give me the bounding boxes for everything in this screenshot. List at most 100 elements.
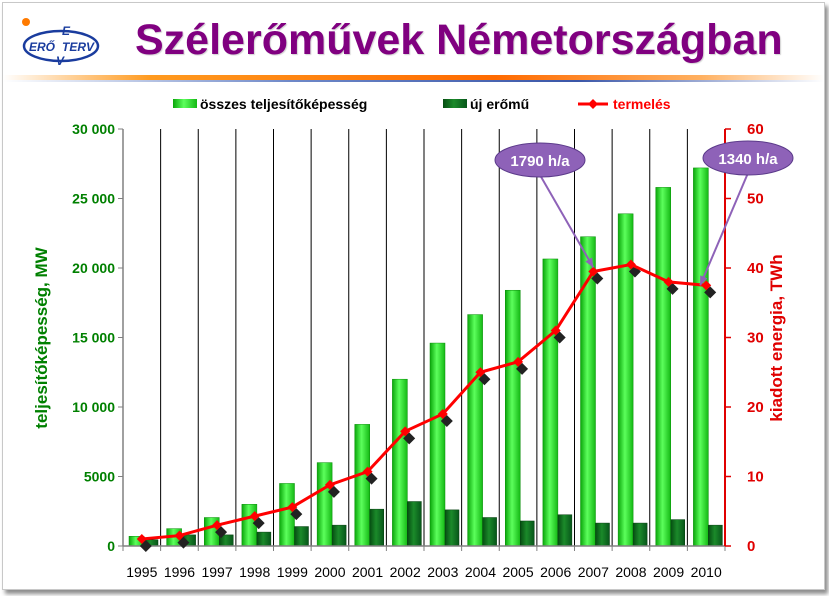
bar-capacity-2010 — [693, 167, 709, 547]
left-tick-label: 20 000 — [72, 260, 115, 276]
x-tick-label: 1996 — [164, 564, 195, 580]
left-tick-label: 15 000 — [72, 330, 115, 346]
callout-text-2007: 1790 h/a — [510, 153, 570, 170]
bar-capacity-2004 — [467, 314, 483, 547]
x-tick-label: 1995 — [126, 564, 157, 580]
bar-new-1998 — [256, 531, 272, 547]
left-tick-label: 10 000 — [72, 399, 115, 415]
left-tick-label: 0 — [107, 538, 115, 554]
bar-new-2001 — [369, 508, 384, 547]
x-tick-label: 1997 — [201, 564, 232, 580]
chart-axes — [118, 128, 731, 551]
callout-arrowhead — [585, 257, 594, 268]
bar-new-2002 — [407, 501, 422, 547]
production-marker-2009 — [663, 276, 674, 287]
svg-text:ERŐ: ERŐ — [29, 39, 56, 54]
bar-new-2010 — [708, 524, 723, 547]
bar-new-2004 — [482, 517, 497, 547]
bar-capacity-2003 — [429, 342, 446, 547]
production-marker-2004 — [475, 367, 486, 378]
title-underline-stripe-blue — [3, 80, 824, 82]
x-tick-label: 1999 — [277, 564, 308, 580]
bar-capacity-2001 — [354, 424, 370, 547]
bar-capacity-2002 — [392, 378, 408, 547]
wind-power-chart: összes teljesítőképesség új erőmű termelés… — [32, 96, 794, 580]
production-marker-1996 — [174, 530, 185, 541]
production-marker-2000 — [324, 479, 335, 490]
x-tick-label: 2005 — [502, 564, 533, 580]
title-underline-stripe — [3, 75, 824, 80]
x-tick-label: 2008 — [615, 564, 646, 580]
legend-label: új erőmű — [470, 96, 529, 112]
production-marker-2005 — [513, 356, 524, 367]
x-tick-label: 1998 — [239, 564, 270, 580]
chart-callouts: 1790 h/a 1340 h/a — [494, 140, 794, 286]
bar-new-2009 — [670, 519, 685, 547]
production-marker-2002 — [400, 426, 411, 437]
bar-capacity-2009 — [655, 187, 671, 547]
production-series-line — [141, 262, 707, 541]
legend-marker — [588, 99, 598, 109]
x-tick-label: 2003 — [427, 564, 458, 580]
right-tick-label: 10 — [747, 469, 764, 486]
right-tick-label: 0 — [747, 538, 755, 555]
bar-new-2008 — [632, 522, 648, 547]
left-tick-label: 5000 — [84, 469, 115, 485]
x-tick-label: 2004 — [465, 564, 496, 580]
right-tick-label: 30 — [747, 330, 764, 347]
right-tick-label: 40 — [747, 260, 764, 277]
bar-new-2005 — [520, 520, 535, 547]
production-marker-1998 — [249, 511, 260, 522]
production-marker-1999 — [287, 502, 298, 513]
production-marker-2001 — [362, 466, 373, 477]
slide: E ERŐ TERV V Szélerőművek Németországban… — [2, 2, 825, 590]
chart-tick-labels: 0 5000 10 000 15 000 20 000 25 000 30 000 0 10 20… — [32, 121, 786, 580]
callout-arrowhead — [700, 275, 708, 286]
callout-text-2010: 1340 h/a — [718, 151, 778, 168]
right-tick-label: 50 — [747, 191, 764, 208]
bar-capacity-2000 — [316, 462, 333, 547]
production-marker-1997 — [212, 520, 223, 531]
right-tick-label: 20 — [747, 399, 764, 416]
legend-label: összes teljesítőképesség — [200, 96, 367, 112]
x-tick-label: 2002 — [390, 564, 421, 580]
chart-legend: összes teljesítőképesség új erőmű termelés — [173, 96, 671, 112]
production-marker-2006 — [550, 325, 561, 336]
left-tick-label: 30 000 — [72, 121, 115, 137]
bar-new-2006 — [557, 514, 573, 547]
svg-text:E: E — [62, 24, 71, 38]
callout-bubble-2007 — [494, 142, 586, 178]
legend-label: termelés — [613, 96, 671, 112]
x-tick-label: 2006 — [540, 564, 571, 580]
production-marker-2003 — [437, 408, 448, 419]
chart-bars — [128, 167, 723, 547]
production-marker-2010 — [701, 280, 712, 291]
slide-title: Szélerőművek Németországban — [135, 16, 783, 64]
production-line — [136, 259, 717, 553]
production-marker-1995 — [136, 534, 147, 545]
bar-new-2003 — [444, 509, 460, 547]
bar-new-2000 — [331, 524, 347, 547]
svg-text:V: V — [56, 54, 65, 68]
x-tick-label: 2000 — [314, 564, 345, 580]
x-tick-label: 2001 — [352, 564, 383, 580]
bar-capacity-2006 — [542, 258, 559, 547]
bar-capacity-2005 — [505, 289, 521, 547]
x-tick-label: 2009 — [653, 564, 684, 580]
bar-capacity-2007 — [580, 236, 596, 547]
legend-swatch — [443, 99, 467, 108]
chart-grid — [160, 129, 688, 546]
x-tick-label: 2010 — [691, 564, 722, 580]
svg-text:TERV: TERV — [62, 40, 95, 54]
production-marker-2008 — [625, 259, 636, 270]
production-marker-2007 — [588, 266, 599, 277]
bar-capacity-1998 — [241, 504, 258, 547]
callout-pointer-2010 — [699, 172, 749, 286]
x-tick-label: 2007 — [578, 564, 609, 580]
bar-new-1999 — [294, 526, 309, 547]
eroterv-logo: E ERŐ TERV V — [17, 13, 105, 75]
legend-swatch — [173, 99, 197, 108]
right-tick-label: 60 — [747, 121, 764, 138]
callout-bubble-2010 — [702, 140, 794, 176]
left-axis-title: teljesítőképesség, MW — [32, 246, 51, 428]
